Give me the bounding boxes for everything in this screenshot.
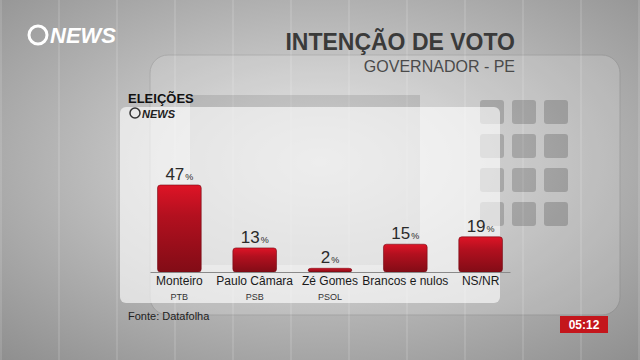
- chart-svg: NEWS INTENÇÃO DE VOTO GOVERNADOR - PE ELEIÇ…: [0, 0, 640, 360]
- x-tick: Paulo Câmara: [216, 274, 293, 288]
- party-label: PSOL: [318, 292, 342, 302]
- machine-key: [512, 134, 536, 158]
- bar: [308, 268, 352, 272]
- background-stripes: [0, 0, 640, 360]
- party-labels: PTB PSB PSOL: [171, 292, 342, 302]
- x-tick: NS/NR: [462, 274, 500, 288]
- x-tick: Zé Gomes: [302, 274, 358, 288]
- x-tick: Brancos e nulos: [362, 274, 448, 288]
- data-label: 13%: [241, 228, 269, 247]
- clock-box: [560, 316, 608, 333]
- x-tick-label: NS/NR: [462, 274, 500, 288]
- bar: [158, 185, 202, 272]
- data-labels: 47% 13% 2% 15% 19%: [165, 165, 494, 267]
- stripe: [58, 0, 60, 360]
- bar: [233, 248, 277, 272]
- x-tick-label: Monteiro: [156, 274, 203, 288]
- section-logo-globe: [130, 108, 140, 118]
- machine-key: [544, 202, 568, 226]
- x-tick-label: Brancos e nulos: [362, 274, 448, 288]
- stripe: [116, 0, 118, 360]
- clock: 05:12: [569, 318, 600, 332]
- section-logo-text: NEWS: [142, 108, 176, 120]
- machine-key: [512, 168, 536, 192]
- party-label: PTB: [171, 292, 189, 302]
- section-label: ELEIÇÕES: [128, 91, 194, 106]
- title: INTENÇÃO DE VOTO: [285, 28, 515, 55]
- machine-key: [544, 168, 568, 192]
- subtitle: GOVERNADOR - PE: [364, 58, 515, 75]
- machine-key: [512, 202, 536, 226]
- bar: [383, 244, 427, 272]
- logo: NEWS: [29, 23, 116, 48]
- data-label: 2%: [321, 248, 339, 267]
- bar: [459, 237, 503, 272]
- logo-globe: [29, 26, 47, 44]
- stripe: [0, 0, 2, 360]
- machine-key: [544, 134, 568, 158]
- x-tick: Monteiro: [156, 274, 203, 288]
- source: Fonte: Datafolha: [128, 310, 210, 322]
- machine-key: [544, 100, 568, 124]
- logo-text: NEWS: [50, 23, 116, 48]
- background: [0, 0, 640, 360]
- x-tick-label: Zé Gomes: [302, 274, 358, 288]
- panel: [120, 107, 500, 303]
- machine-key: [512, 100, 536, 124]
- data-label: 19%: [467, 217, 495, 236]
- data-label: 47%: [165, 165, 193, 184]
- x-tick-label: Paulo Câmara: [216, 274, 293, 288]
- stripe: [638, 0, 640, 360]
- chart-container: NEWS INTENÇÃO DE VOTO GOVERNADOR - PE ELEIÇ…: [0, 0, 640, 360]
- party-label: PSB: [246, 292, 264, 302]
- x-axis: Monteiro Paulo Câmara Zé Gomes Brancos e nu…: [151, 273, 511, 288]
- bars: [158, 185, 503, 272]
- data-label: 15%: [391, 224, 419, 243]
